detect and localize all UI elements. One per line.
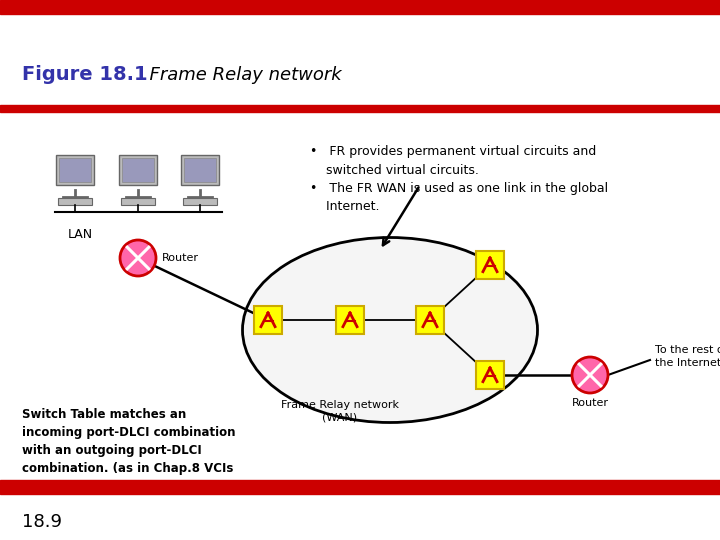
Text: To the rest of
the Internet: To the rest of the Internet bbox=[655, 345, 720, 368]
Text: Frame Relay network: Frame Relay network bbox=[138, 66, 341, 84]
Bar bbox=[476, 361, 504, 389]
Text: Frame Relay network: Frame Relay network bbox=[281, 400, 399, 410]
Bar bbox=[184, 158, 216, 182]
Bar bbox=[254, 306, 282, 334]
Text: 18.9: 18.9 bbox=[22, 513, 62, 531]
Text: Figure 18.1: Figure 18.1 bbox=[22, 65, 148, 84]
Circle shape bbox=[120, 240, 156, 276]
Text: Switch Table matches an
incoming port-DLCI combination
with an outgoing port-DLC: Switch Table matches an incoming port-DL… bbox=[22, 408, 235, 493]
Circle shape bbox=[572, 357, 608, 393]
Bar bbox=[119, 155, 157, 185]
Bar bbox=[336, 306, 364, 334]
Bar bbox=[181, 155, 219, 185]
Bar bbox=[0, 480, 720, 494]
Text: •   FR provides permanent virtual circuits and
    switched virtual circuits.
• : • FR provides permanent virtual circuits… bbox=[310, 145, 608, 213]
Bar bbox=[56, 155, 94, 185]
Bar bbox=[0, 0, 720, 14]
Bar bbox=[58, 198, 92, 205]
Bar bbox=[122, 158, 154, 182]
Text: LAN: LAN bbox=[68, 228, 93, 241]
Bar bbox=[0, 105, 720, 112]
Text: Router: Router bbox=[572, 398, 608, 408]
Ellipse shape bbox=[243, 238, 538, 422]
Text: Router: Router bbox=[162, 253, 199, 263]
Bar bbox=[416, 306, 444, 334]
Bar bbox=[183, 198, 217, 205]
Bar bbox=[121, 198, 155, 205]
Bar bbox=[476, 251, 504, 279]
Bar bbox=[59, 158, 91, 182]
Text: (WAN): (WAN) bbox=[323, 413, 358, 423]
